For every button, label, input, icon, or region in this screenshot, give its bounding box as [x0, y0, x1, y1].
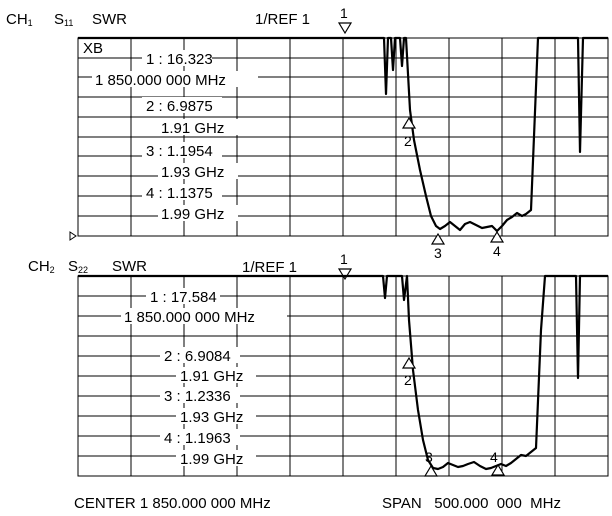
span-label: SPAN 500.000 000 MHz: [382, 495, 561, 512]
ch1-marker2-tag: 2: [404, 133, 412, 149]
ch1-format-label: SWR: [92, 11, 127, 28]
ch2-parameter-label: S22: [68, 258, 88, 275]
ch1-marker-readout: 1 : 16.323 1 850.000 000 MHz 2 : 6.9875 …: [92, 50, 258, 223]
ch2-marker4-tag: 4: [490, 449, 498, 465]
ch1-marker4-freq: 1.99 GHz: [161, 206, 224, 223]
ch1-marker2-freq: 1.91 GHz: [161, 120, 224, 137]
ch2-marker3-tag: 3: [425, 449, 433, 465]
ch2-ref-marker-number: 1: [340, 251, 348, 267]
ch2-marker3-freq: 1.93 GHz: [180, 409, 243, 426]
ch2-marker2-freq: 1.91 GHz: [180, 368, 243, 385]
ch1-box-label: XB: [83, 40, 103, 57]
channel-2-panel: CH2 S22 SWR 1/REF 1 1: [28, 251, 609, 477]
ch1-marker4-icon: [489, 230, 505, 243]
ch2-marker2-icon: [401, 356, 417, 369]
ch1-channel-label: CH1: [6, 11, 33, 28]
ch1-label-box: [82, 39, 110, 55]
ch1-marker3-tag: 3: [434, 245, 442, 261]
ch2-marker3-value: 3 : 1.2336: [164, 388, 231, 405]
ch2-marker2-tag: 2: [404, 372, 412, 388]
ch1-swr-trace: [78, 36, 608, 233]
ch1-marker1-value: 1 : 16.323: [146, 51, 213, 68]
ch1-marker3-value: 3 : 1.1954: [146, 143, 213, 160]
ch2-marker1-freq: 1 850.000 000 MHz: [124, 309, 255, 326]
ch2-ref-marker-icon: [337, 268, 353, 281]
ch2-marker2-value: 2 : 6.9084: [164, 348, 231, 365]
ch2-marker4-freq: 1.99 GHz: [180, 451, 243, 468]
ch1-marker4-tag: 4: [493, 243, 501, 259]
ch2-graticule: [77, 275, 609, 477]
ch1-marker3-freq: 1.93 GHz: [161, 164, 224, 181]
ch2-marker1-value: 1 : 17.584: [150, 289, 217, 306]
ch1-marker1-freq: 1 850.000 000 MHz: [95, 72, 226, 89]
ch1-parameter-label: S11: [54, 11, 73, 28]
ch2-marker3-icon: [423, 464, 439, 477]
ch2-format-label: SWR: [112, 258, 147, 275]
ch1-marker4-value: 4 : 1.1375: [146, 185, 213, 202]
ch1-scale-label: 1/REF 1: [255, 11, 310, 28]
ch2-channel-label: CH2: [28, 258, 55, 275]
ch2-scale-label: 1/REF 1: [242, 259, 297, 276]
channel-1-panel: CH1 S11 SWR 1/REF 1 1: [6, 5, 609, 261]
ch2-marker4-value: 4 : 1.1963: [164, 430, 231, 447]
ch1-marker2-icon: [401, 116, 417, 129]
ch1-marker2-value: 2 : 6.9875: [146, 98, 213, 115]
ch2-marker-readout: 1 : 17.584 1 850.000 000 MHz 2 : 6.9084 …: [121, 288, 287, 468]
ch1-marker3-icon: [430, 232, 446, 245]
center-frequency-label: CENTER 1 850.000 000 MHz: [74, 495, 271, 512]
ch1-ref-marker-number: 1: [340, 5, 348, 21]
ch1-ref-marker-icon: [337, 22, 353, 35]
ch1-reference-pointer: [69, 231, 77, 241]
ch2-marker4-icon: [490, 463, 506, 476]
ch2-swr-trace: [78, 274, 608, 471]
